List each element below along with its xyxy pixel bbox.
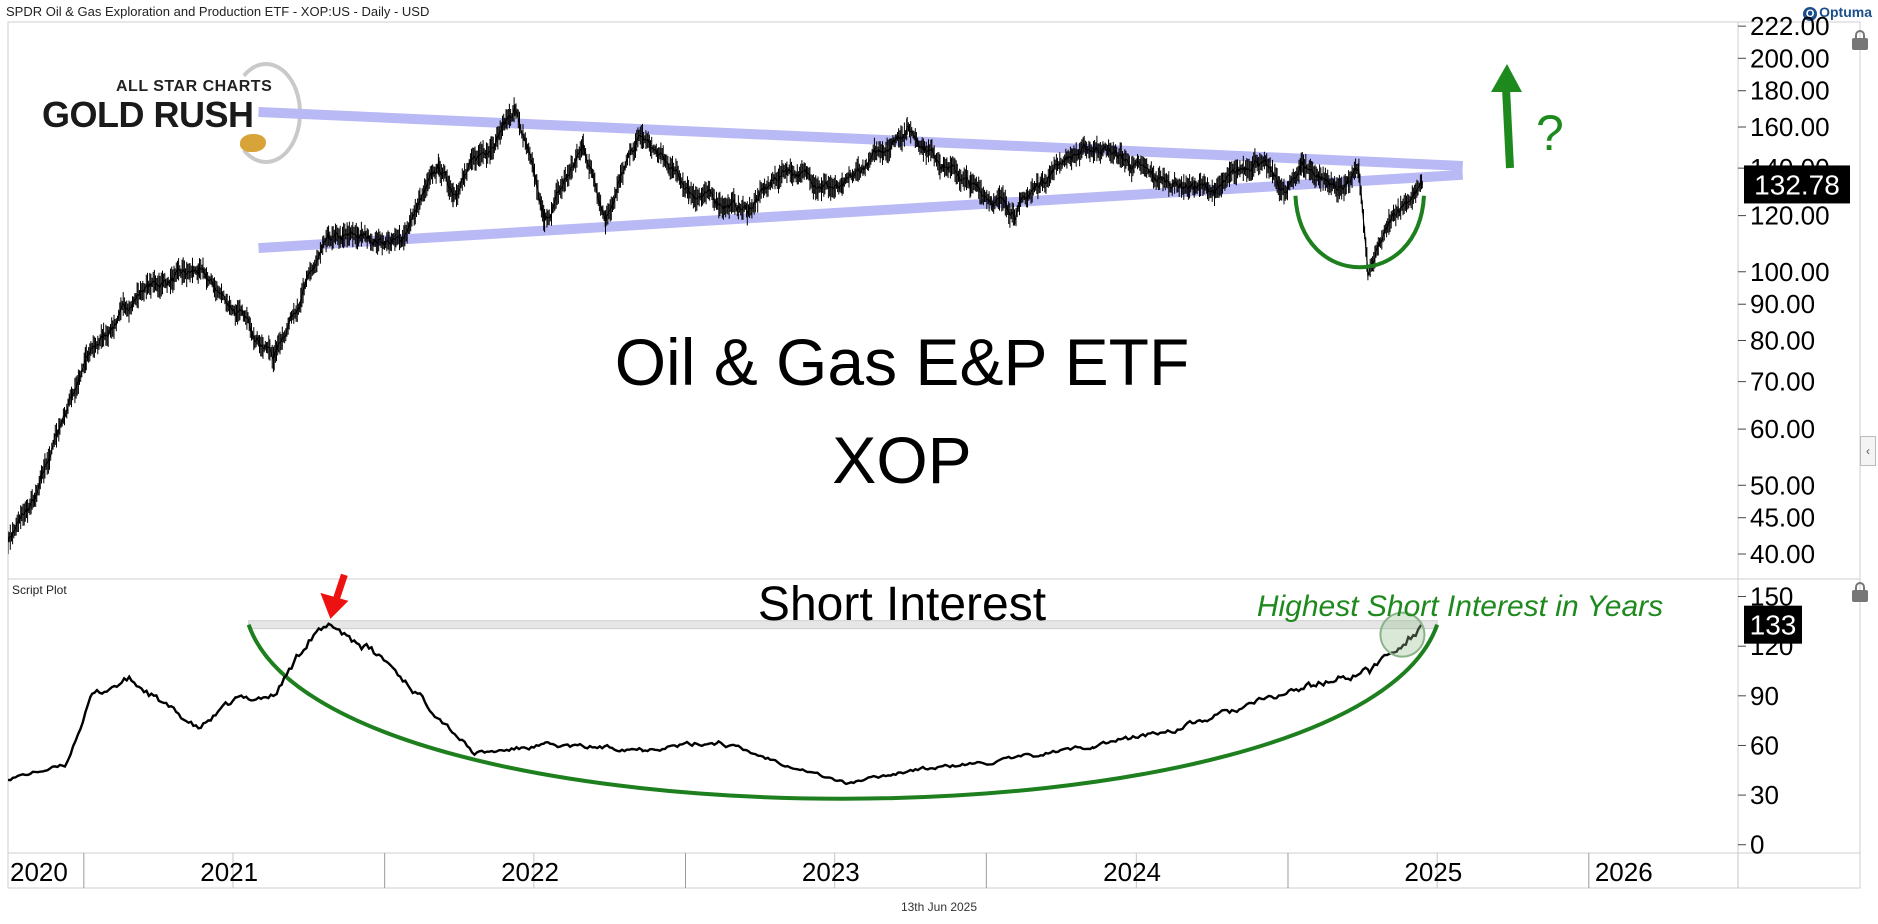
price-axis-tick-label: 200.00 <box>1750 43 1830 73</box>
optuma-logo-icon: O <box>1803 7 1818 21</box>
price-axis-tick-label: 100.00 <box>1750 257 1830 287</box>
indicator-axis-tick-label: 90 <box>1750 681 1779 711</box>
price-axis-tick-label: 222.00 <box>1750 11 1830 41</box>
price-axis-tick-label: 90.00 <box>1750 289 1815 319</box>
indicator-last-value-label: 133 <box>1750 610 1797 641</box>
chart-footer-date: 13th Jun 2025 <box>900 900 978 914</box>
x-axis-tick-label: 2021 <box>200 857 258 887</box>
price-axis-tick-label: 60.00 <box>1750 414 1815 444</box>
indicator-axis-tick-label: 0 <box>1750 830 1764 860</box>
price-chart-title: Oil & Gas E&P ETF <box>615 325 1190 399</box>
price-axis-tick-label: 120.00 <box>1750 201 1830 231</box>
x-axis-tick-label: 2023 <box>802 857 860 887</box>
price-last-value-box <box>1744 165 1850 204</box>
script-plot-label: Script Plot <box>12 583 67 597</box>
x-axis-tick-label: 2022 <box>501 857 559 887</box>
question-mark-annotation: ? <box>1536 105 1564 161</box>
highlight-circle <box>1379 611 1426 658</box>
short-interest-bowl-arc <box>246 624 1440 801</box>
indicator-last-value-box <box>1744 605 1802 644</box>
indicator-scale-lock-icon[interactable] <box>1852 582 1868 602</box>
price-axis-tick-label: 160.00 <box>1750 112 1830 142</box>
optuma-brand: O Optuma <box>1803 4 1872 21</box>
price-last-value-label: 132.78 <box>1754 169 1840 200</box>
price-axis-tick-label: 180.00 <box>1750 76 1830 106</box>
indicator-axis-tick-label: 60 <box>1750 730 1779 760</box>
price-series <box>8 97 1423 555</box>
chart-header-title: SPDR Oil & Gas Exploration and Productio… <box>6 4 430 19</box>
red-down-arrow-shaft <box>333 573 348 600</box>
rounded-bottom-arc <box>1293 195 1426 270</box>
allstarcharts-logo: ALL STAR CHARTS GOLD RUSH <box>40 60 310 170</box>
logo-line2: GOLD RUSH <box>42 94 254 135</box>
logo-line1: ALL STAR CHARTS <box>116 78 273 95</box>
short-interest-series <box>8 622 1423 786</box>
red-down-arrow-icon <box>320 592 349 619</box>
highest-short-interest-annotation: Highest Short Interest in Years <box>1257 590 1663 623</box>
x-axis-tick-label: 2020 <box>10 857 68 887</box>
price-axis-tick-label: 80.00 <box>1750 325 1815 355</box>
price-line <box>8 108 1423 543</box>
price-axis-tick-label: 50.00 <box>1750 470 1815 500</box>
gold-nugget-icon <box>240 134 266 152</box>
price-scale-lock-icon[interactable] <box>1852 30 1868 50</box>
indicator-panel <box>8 620 1440 801</box>
price-axis-tick-label: 40.00 <box>1750 539 1815 569</box>
x-axis-tick-label: 2025 <box>1404 857 1462 887</box>
price-chart-subtitle: XOP <box>832 423 971 497</box>
x-axis-tick-label: 2026 <box>1595 857 1653 887</box>
triangle-lower-trendline <box>258 169 1464 254</box>
green-up-arrow-icon <box>1491 64 1522 92</box>
price-axis-tick-label: 70.00 <box>1750 367 1815 397</box>
green-up-arrow-shaft <box>1502 87 1514 169</box>
collapse-panel-chevron-icon[interactable]: ‹ <box>1860 436 1876 466</box>
x-axis-tick-label: 2024 <box>1103 857 1161 887</box>
indicator-axis-tick-label: 30 <box>1750 780 1779 810</box>
indicator-title: Short Interest <box>758 578 1046 631</box>
price-panel <box>8 97 1464 555</box>
optuma-brand-label: Optuma <box>1819 4 1872 20</box>
price-axis-tick-label: 45.00 <box>1750 503 1815 533</box>
